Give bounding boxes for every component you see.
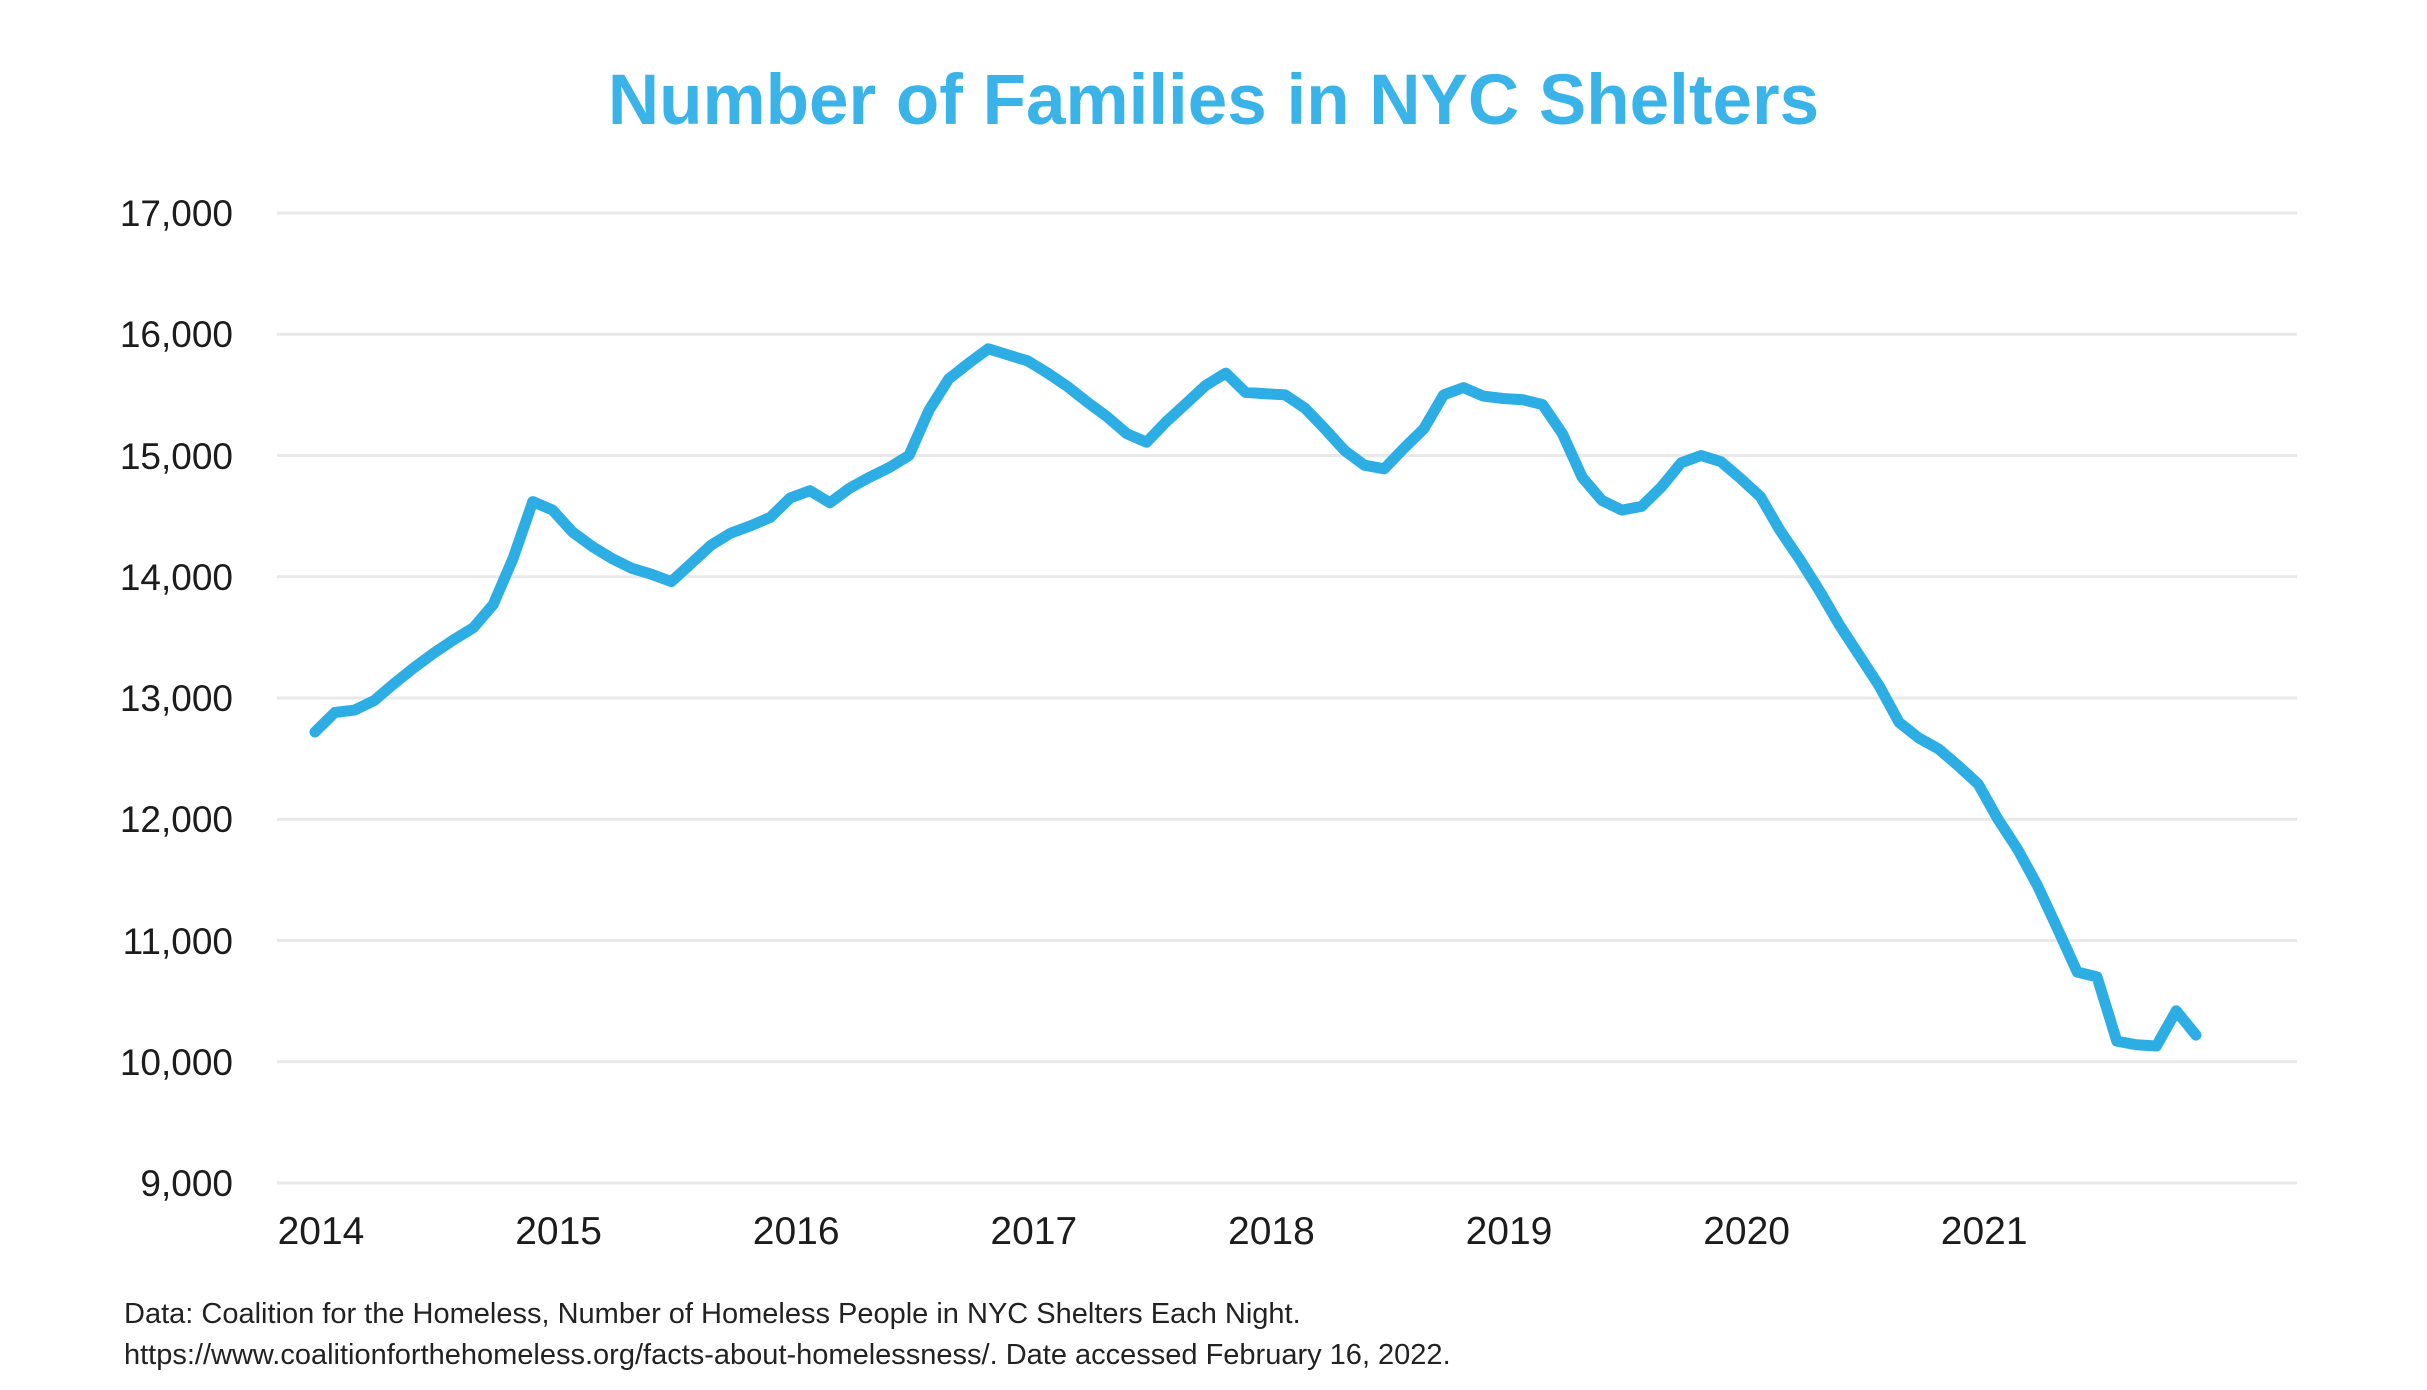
- y-axis-label: 16,000: [119, 314, 233, 356]
- y-axis-label: 12,000: [119, 799, 233, 841]
- x-axis-label: 2019: [1465, 1210, 1553, 1253]
- chart-title: Number of Families in NYC Shelters: [607, 61, 1820, 140]
- x-axis-label: 2018: [1228, 1210, 1315, 1253]
- y-axis-label: 17,000: [119, 193, 233, 234]
- x-axis-label: 2015: [515, 1210, 602, 1253]
- source-footnote-line1: Data: Coalition for the Homeless, Number…: [124, 1298, 1301, 1330]
- y-axis-label: 14,000: [119, 556, 233, 598]
- y-axis-label: 9,000: [140, 1163, 233, 1204]
- x-axis-label: 2016: [752, 1210, 840, 1253]
- x-axis-label: 2021: [1940, 1210, 2028, 1253]
- source-footnote-line2: https://www.coalitionforthehomeless.org/…: [124, 1339, 1451, 1371]
- x-axis-label: 2014: [277, 1210, 365, 1253]
- x-axis-label: 2020: [1703, 1210, 1790, 1253]
- y-axis-label: 13,000: [119, 678, 233, 719]
- y-axis-label: 15,000: [119, 435, 233, 477]
- families-line: [309, 343, 2202, 1052]
- source-footnote: Data: Coalition for the Homeless, Number…: [124, 1294, 1451, 1376]
- gridlines-group: [277, 211, 2297, 1185]
- y-axis-label: 10,000: [119, 1041, 233, 1083]
- x-axis-label: 2017: [990, 1210, 1078, 1253]
- y-axis-label: 11,000: [122, 920, 233, 962]
